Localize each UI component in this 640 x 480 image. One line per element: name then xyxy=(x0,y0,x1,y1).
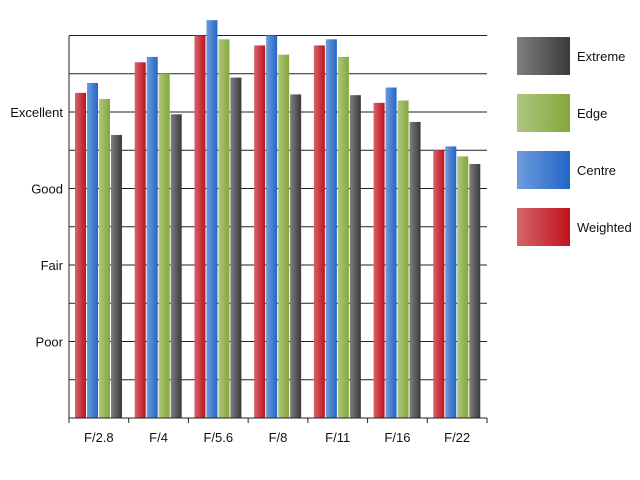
bar-extreme-f-8 xyxy=(290,94,302,418)
legend-item-extreme: Extreme xyxy=(517,37,625,75)
legend-swatch-centre xyxy=(517,151,570,189)
bar-edge-f-5-6 xyxy=(218,39,230,418)
bar-edge-f-8 xyxy=(278,54,290,418)
bar-weighted-f-4 xyxy=(134,62,146,419)
bar-edge-f-22 xyxy=(457,156,469,418)
bar-extreme-f-4 xyxy=(170,114,182,419)
x-tick-label-f-22: F/22 xyxy=(444,430,470,445)
x-tick-label-f-16: F/16 xyxy=(384,430,410,445)
bar-weighted-f-11 xyxy=(313,45,325,418)
bar-weighted-f-16 xyxy=(373,102,385,418)
x-tick-label-f-4: F/4 xyxy=(149,430,168,445)
y-tick-label-good: Good xyxy=(31,182,63,197)
bars xyxy=(75,20,481,419)
bar-extreme-f-22 xyxy=(469,164,481,418)
axes xyxy=(68,36,488,423)
bar-weighted-f-2-8 xyxy=(75,92,86,418)
y-tick-labels: Poor Fair Good Excellent xyxy=(10,105,63,350)
bar-extreme-f-2-8 xyxy=(111,134,122,418)
x-tick-labels: F/2.8 F/4 F/5.6 F/8 F/11 F/16 F/22 xyxy=(84,430,470,445)
x-tick-label-f-5-6: F/5.6 xyxy=(203,430,233,445)
y-tick-label-poor: Poor xyxy=(36,335,64,350)
bar-extreme-f-11 xyxy=(349,95,361,419)
legend-label-centre: Centre xyxy=(577,163,616,178)
legend-swatch-edge xyxy=(517,94,570,132)
y-tick-label-fair: Fair xyxy=(41,258,64,273)
grid-lines xyxy=(69,35,487,381)
bar-centre-f-2-8 xyxy=(87,82,98,419)
bar-edge-f-16 xyxy=(397,100,409,419)
legend-label-edge: Edge xyxy=(577,106,607,121)
bar-weighted-f-5-6 xyxy=(194,35,206,418)
bar-centre-f-8 xyxy=(266,35,278,418)
bar-weighted-f-22 xyxy=(433,150,445,418)
x-tick-label-f-2-8: F/2.8 xyxy=(84,430,114,445)
bar-centre-f-4 xyxy=(146,56,158,419)
x-tick-label-f-8: F/8 xyxy=(269,430,288,445)
legend-item-centre: Centre xyxy=(517,151,616,189)
legend-swatch-extreme xyxy=(517,37,570,75)
bar-centre-f-11 xyxy=(325,39,337,418)
bar-centre-f-16 xyxy=(385,87,397,419)
legend-label-extreme: Extreme xyxy=(577,49,625,64)
legend-item-weighted: Weighted xyxy=(517,208,632,246)
x-tick-label-f-11: F/11 xyxy=(325,430,350,445)
bar-centre-f-22 xyxy=(445,146,457,419)
legend-item-edge: Edge xyxy=(517,94,607,132)
bar-edge-f-2-8 xyxy=(99,98,110,419)
legend: Extreme Edge Centre Weighted xyxy=(517,37,632,246)
y-tick-label-excellent: Excellent xyxy=(10,105,63,120)
bar-centre-f-5-6 xyxy=(206,20,218,418)
bar-extreme-f-16 xyxy=(409,121,421,418)
legend-swatch-weighted xyxy=(517,208,570,246)
legend-label-weighted: Weighted xyxy=(577,220,632,235)
bar-weighted-f-8 xyxy=(254,45,266,418)
bar-edge-f-4 xyxy=(158,73,170,418)
bar-extreme-f-5-6 xyxy=(230,77,242,418)
bar-edge-f-11 xyxy=(337,56,349,419)
